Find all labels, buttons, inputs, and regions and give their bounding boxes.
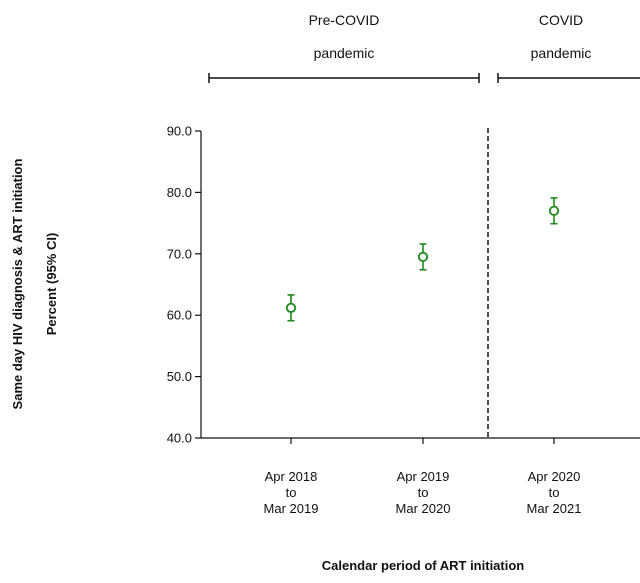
period-label-pre-covid-line1: Pre-COVID [309,12,380,28]
x-axis-title: Calendar period of ART initiation [322,558,525,573]
x-category-label: to [418,485,429,500]
x-category-label: to [549,485,560,500]
period-label-covid-line1: COVID [539,12,583,28]
x-category-label: Apr 2018 [265,469,318,484]
period-label-covid-line2: pandemic [531,45,592,61]
data-points [285,197,560,322]
x-category-label: Mar 2020 [396,501,451,516]
x-category-label: Mar 2021 [527,501,582,516]
data-point-marker [548,205,560,216]
y-axis-title-line2: Percent (95% CI) [44,233,59,336]
data-point-group [548,197,560,225]
x-category-label: Apr 2020 [528,469,581,484]
y-tick-label: 40.0 [167,431,192,446]
y-axis: 90.0 80.0 70.0 60.0 50.0 40.0 [167,124,202,446]
data-point-marker [285,302,297,313]
data-point-group [417,243,429,271]
data-point-marker [417,251,429,262]
y-tick-label: 50.0 [167,369,192,384]
x-category-label: Apr 2019 [397,469,450,484]
x-category-label: to [286,485,297,500]
x-category-label: Mar 2019 [264,501,319,516]
period-label-pre-covid-line2: pandemic [314,45,375,61]
y-tick-label: 70.0 [167,246,192,261]
data-point-group [285,294,297,322]
y-tick-label: 80.0 [167,185,192,200]
y-ticks: 90.0 80.0 70.0 60.0 50.0 40.0 [167,124,201,446]
period-bracket-covid [497,73,640,83]
y-axis-title-line1: Same day HIV diagnosis & ART initiation [10,159,25,410]
y-tick-label: 60.0 [167,308,192,323]
y-tick-label: 90.0 [167,124,192,139]
period-bracket-pre-covid [208,73,480,83]
period-annotations: Pre-COVID pandemic COVID pandemic [208,12,640,83]
